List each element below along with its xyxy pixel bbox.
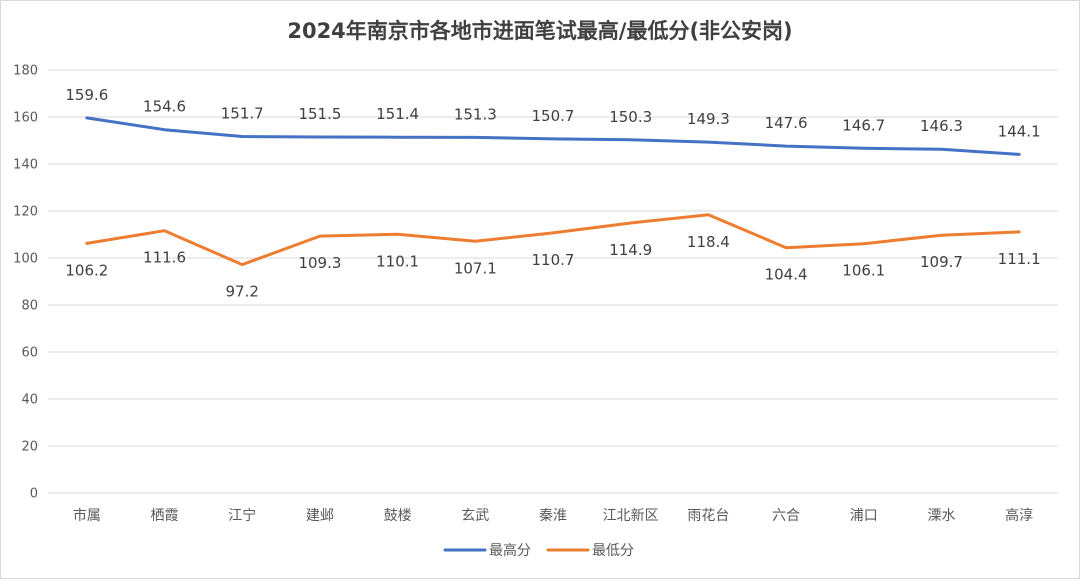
x-category-label: 浦口 bbox=[850, 508, 878, 524]
data-label: 110.7 bbox=[532, 251, 575, 269]
y-tick-label: 40 bbox=[21, 393, 38, 408]
x-category-label: 江宁 bbox=[228, 507, 256, 524]
data-label: 104.4 bbox=[765, 266, 808, 284]
series-lines bbox=[85, 116, 1021, 267]
x-category-label: 秦淮 bbox=[539, 508, 567, 524]
x-category-label: 江北新区 bbox=[603, 508, 659, 524]
data-label: 151.3 bbox=[454, 105, 497, 123]
legend-label: 最高分 bbox=[489, 542, 531, 559]
chart-title: 2024年南京市各地市进面笔试最高/最低分(非公安岗) bbox=[287, 19, 792, 43]
series-line-2 bbox=[85, 213, 1021, 267]
data-label: 111.6 bbox=[143, 249, 186, 267]
data-label: 147.6 bbox=[765, 114, 808, 132]
data-label: 107.1 bbox=[454, 259, 497, 277]
data-label: 114.9 bbox=[609, 241, 652, 259]
x-category-label: 建邺 bbox=[306, 508, 334, 524]
data-label: 151.4 bbox=[376, 105, 419, 123]
data-label: 106.2 bbox=[65, 261, 108, 279]
series-line-1 bbox=[85, 116, 1021, 156]
y-tick-label: 80 bbox=[21, 299, 38, 314]
x-category-label: 溧水 bbox=[927, 508, 955, 524]
legend-label: 最低分 bbox=[592, 543, 634, 559]
data-label: 149.3 bbox=[687, 110, 730, 128]
y-tick-label: 140 bbox=[13, 158, 38, 173]
data-label: 150.3 bbox=[609, 108, 652, 126]
x-axis-category-labels: 市属 栖霞 江宁 建邺 鼓楼 玄武 秦淮 江北新区 雨花台 六合 浦口 溧水 高淳 bbox=[73, 507, 1033, 524]
gridlines bbox=[48, 69, 1058, 494]
data-label: 97.2 bbox=[226, 283, 259, 301]
x-category-label: 鼓楼 bbox=[384, 508, 412, 524]
x-category-label: 玄武 bbox=[461, 507, 489, 524]
data-label: 151.7 bbox=[221, 105, 264, 123]
data-label: 146.3 bbox=[920, 117, 963, 135]
data-label: 150.7 bbox=[532, 107, 575, 125]
data-label: 109.7 bbox=[920, 253, 963, 271]
y-tick-label: 100 bbox=[13, 252, 38, 267]
x-category-label: 雨花台 bbox=[687, 508, 729, 524]
data-label: 110.1 bbox=[376, 252, 419, 270]
x-category-label: 市属 bbox=[73, 507, 101, 524]
y-tick-label: 0 bbox=[30, 487, 38, 502]
y-tick-label: 20 bbox=[21, 440, 38, 455]
data-label: 144.1 bbox=[998, 122, 1041, 140]
y-tick-label: 160 bbox=[13, 111, 38, 126]
y-axis-tick-labels: 0 20 40 60 80 100 120 140 160 180 bbox=[13, 64, 38, 502]
data-label: 109.3 bbox=[298, 254, 341, 272]
data-labels: 159.6 154.6 151.7 151.5 151.4 151.3 150.7 150.3… bbox=[65, 86, 1040, 301]
data-label: 118.4 bbox=[687, 233, 730, 251]
data-label: 159.6 bbox=[65, 86, 108, 104]
x-category-label: 六合 bbox=[772, 508, 800, 524]
x-category-label: 栖霞 bbox=[151, 508, 179, 524]
x-category-label: 高淳 bbox=[1005, 507, 1033, 524]
data-label: 111.1 bbox=[998, 250, 1041, 268]
data-label: 151.5 bbox=[298, 105, 341, 123]
data-label: 154.6 bbox=[143, 98, 186, 116]
legend: 最高分 最低分 bbox=[443, 542, 634, 559]
y-tick-label: 180 bbox=[13, 64, 38, 79]
data-label: 106.1 bbox=[842, 262, 885, 280]
y-tick-label: 60 bbox=[21, 346, 38, 361]
y-tick-label: 120 bbox=[13, 205, 38, 220]
data-label: 146.7 bbox=[842, 116, 885, 134]
